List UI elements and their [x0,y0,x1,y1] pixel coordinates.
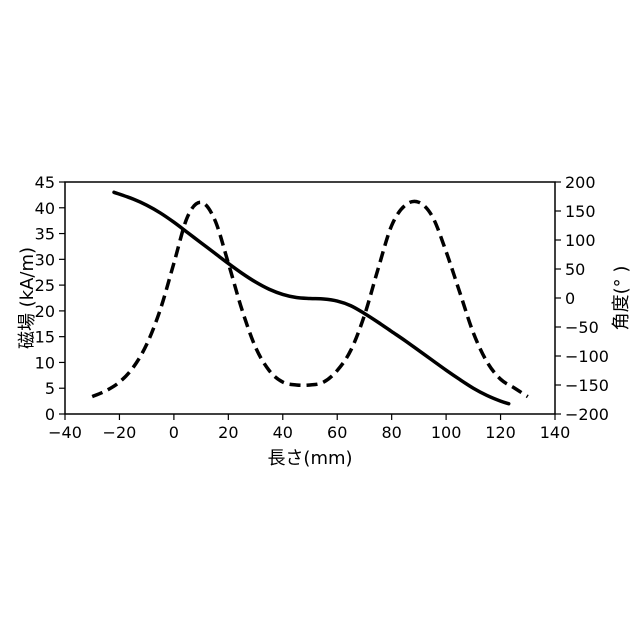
left-tick-label: 10 [35,353,55,372]
left-tick-label: 45 [35,173,55,192]
right-tick-label: 50 [565,260,585,279]
x-tick-label: 140 [540,423,571,442]
right-tick-label: −200 [565,405,609,424]
left-axis-ticks: 051015202530354045 [35,173,65,424]
x-tick-label: −20 [103,423,137,442]
x-tick-label: 100 [431,423,462,442]
left-axis-title: 磁場 (kA/m) [17,247,38,349]
x-tick-label: 120 [485,423,516,442]
x-tick-label: 20 [218,423,238,442]
left-tick-label: 40 [35,199,55,218]
left-tick-label: 5 [45,379,55,398]
field-series-line [114,192,509,403]
x-axis-ticks: −40 −20 0 20 40 60 80 100 120 140 [48,414,570,442]
right-tick-label: −150 [565,376,609,395]
x-tick-label: 0 [169,423,179,442]
x-tick-label: 60 [327,423,347,442]
x-tick-label: 40 [273,423,293,442]
right-tick-label: −100 [565,347,609,366]
right-tick-label: 150 [565,202,596,221]
right-axis-ticks: −200 −150 −100 −50 0 50 100 150 200 [555,173,609,424]
x-axis-title: 長さ(mm) [267,448,352,469]
right-tick-label: 0 [565,289,575,308]
right-tick-label: −50 [565,318,599,337]
x-tick-label: 80 [381,423,401,442]
right-axis-title: 角度(° ) [611,266,632,331]
x-tick-label: −40 [48,423,82,442]
left-tick-label: 35 [35,225,55,244]
right-tick-label: 200 [565,173,596,192]
left-tick-label: 0 [45,405,55,424]
series-layer [92,192,528,403]
right-tick-label: 100 [565,231,596,250]
